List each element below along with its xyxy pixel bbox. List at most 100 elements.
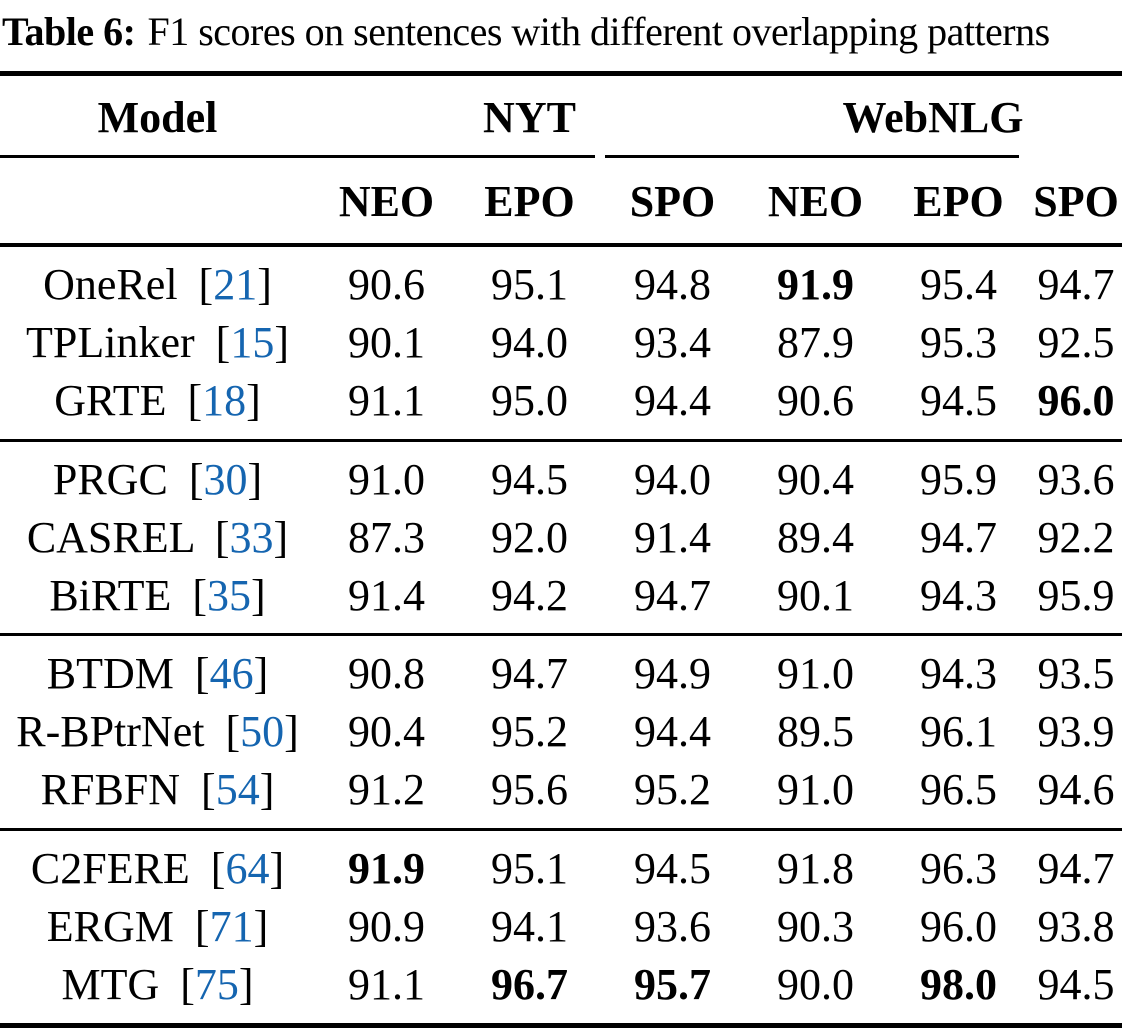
citation-link[interactable]: 15	[230, 317, 275, 367]
model-cell: TPLinker [15]	[0, 314, 315, 372]
score-cell: 91.9	[348, 844, 425, 894]
score-cell: 94.0	[491, 317, 568, 367]
score-cell: 90.1	[348, 317, 425, 367]
score-cell: 96.0	[920, 902, 997, 952]
score-cell: 95.2	[491, 707, 568, 757]
model-name: C2FERE	[30, 844, 201, 894]
citation-bracket-close: ]	[284, 707, 299, 757]
citation-bracket-open: [	[188, 454, 204, 504]
score-cell: 93.8	[1037, 902, 1115, 952]
score-cell: 90.6	[348, 260, 425, 309]
model-cell: PRGC [30]	[0, 440, 315, 508]
score-cell: 96.5	[920, 765, 997, 815]
score-cell: 91.8	[777, 844, 854, 894]
score-cell: 91.9	[777, 260, 854, 309]
score-cell: 92.0	[491, 512, 568, 562]
table-row: OneRel [21] 90.6 95.1 94.8 91.9 95.4 94.…	[0, 245, 1122, 314]
col-header-model: Model	[97, 93, 218, 142]
score-cell: 94.2	[491, 570, 568, 620]
citation-bracket-close: ]	[251, 570, 266, 620]
score-cell: 94.1	[491, 902, 568, 952]
citation-link[interactable]: 21	[213, 260, 258, 309]
score-cell: 94.7	[920, 512, 997, 562]
score-cell: 95.0	[491, 375, 568, 425]
score-cell: 95.1	[491, 844, 568, 894]
score-cell: 98.0	[920, 959, 997, 1009]
table-row: PRGC [30] 91.0 94.5 94.0 90.4 95.9 93.6	[0, 440, 1122, 508]
citation-bracket-open: [	[225, 707, 241, 757]
citation-link[interactable]: 46	[209, 649, 254, 699]
table-caption-text: F1 scores on sentences with different ov…	[147, 9, 1050, 54]
score-cell: 91.0	[777, 649, 854, 699]
col-header-webnlg: WebNLG	[842, 93, 1024, 142]
cmidrule-row	[0, 155, 1122, 158]
model-cell: ERGM [71]	[0, 898, 315, 956]
score-cell: 95.9	[920, 454, 997, 504]
table-row: TPLinker [15] 90.1 94.0 93.4 87.9 95.3 9…	[0, 314, 1122, 372]
citation-link[interactable]: 50	[240, 707, 285, 757]
citation-bracket-close: ]	[247, 454, 263, 504]
score-cell: 94.4	[634, 707, 711, 757]
score-cell: 92.5	[1037, 317, 1115, 367]
model-cell: R-BPtrNet [50]	[0, 703, 315, 761]
citation-link[interactable]: 54	[215, 765, 260, 815]
score-cell: 93.9	[1037, 707, 1115, 757]
score-cell: 92.2	[1037, 512, 1115, 562]
citation-link[interactable]: 71	[209, 902, 254, 952]
score-cell: 90.4	[777, 454, 854, 504]
score-cell: 94.8	[634, 260, 711, 309]
score-cell: 87.3	[348, 512, 425, 562]
score-cell: 94.5	[920, 375, 997, 425]
citation-bracket-close: ]	[257, 260, 272, 309]
score-cell: 90.9	[348, 902, 425, 952]
metric-header-nyt-neo: NEO	[338, 177, 435, 226]
score-cell: 90.1	[777, 570, 854, 620]
citation-link[interactable]: 75	[194, 959, 239, 1009]
score-cell: 91.2	[348, 765, 425, 815]
score-cell: 90.4	[348, 707, 425, 757]
score-cell: 87.9	[777, 317, 854, 367]
model-name: TPLinker	[26, 317, 206, 367]
score-cell: 90.8	[348, 649, 425, 699]
row-group-3: BTDM [46] 90.8 94.7 94.9 91.0 94.3 93.5 …	[0, 634, 1122, 830]
table-row: BTDM [46] 90.8 94.7 94.9 91.0 94.3 93.5	[0, 635, 1122, 703]
score-cell: 95.1	[491, 260, 568, 309]
score-cell: 96.0	[1037, 375, 1115, 425]
citation-link[interactable]: 18	[202, 375, 247, 425]
citation-bracket-open: [	[214, 512, 230, 562]
score-cell: 94.4	[634, 375, 711, 425]
score-cell: 94.9	[634, 649, 711, 699]
citation-bracket-close: ]	[253, 902, 269, 952]
table-row: GRTE [18] 91.1 95.0 94.4 90.6 94.5 96.0	[0, 372, 1122, 440]
score-cell: 94.7	[634, 570, 711, 620]
table-caption-label: Table 6:	[2, 9, 136, 54]
score-cell: 96.1	[920, 707, 997, 757]
model-name: GRTE	[54, 375, 178, 425]
table-row: BiRTE [35] 91.4 94.2 94.7 90.1 94.3 95.9	[0, 567, 1122, 635]
citation-link[interactable]: 35	[207, 570, 252, 620]
model-name: CASREL	[26, 512, 205, 562]
model-cell: GRTE [18]	[0, 372, 315, 440]
score-cell: 89.4	[777, 512, 854, 562]
citation-link[interactable]: 30	[203, 454, 248, 504]
score-cell: 94.5	[634, 844, 711, 894]
row-group-2: PRGC [30] 91.0 94.5 94.0 90.4 95.9 93.6 …	[0, 440, 1122, 635]
citation-bracket-open: [	[201, 765, 216, 815]
score-cell: 91.0	[777, 765, 854, 815]
table-row: MTG [75] 91.1 96.7 95.7 90.0 98.0 94.5	[0, 956, 1122, 1025]
model-cell: BTDM [46]	[0, 635, 315, 703]
row-group-1: OneRel [21] 90.6 95.1 94.8 91.9 95.4 94.…	[0, 245, 1122, 440]
table-row: CASREL [33] 87.3 92.0 91.4 89.4 94.7 92.…	[0, 509, 1122, 567]
results-table: Model NYT WebNLG NEO EPO SPO NEO EPO SPO…	[0, 71, 1122, 1028]
model-name: OneRel	[43, 260, 189, 309]
citation-link[interactable]: 33	[229, 512, 274, 562]
citation-bracket-close: ]	[274, 317, 289, 367]
citation-bracket-close: ]	[246, 375, 261, 425]
score-cell: 94.3	[920, 570, 997, 620]
col-header-nyt: NYT	[483, 93, 576, 142]
metric-header-empty	[0, 158, 315, 245]
score-cell: 95.9	[1037, 570, 1115, 620]
metric-header-webnlg-neo: NEO	[767, 177, 864, 226]
citation-link[interactable]: 64	[225, 844, 270, 894]
